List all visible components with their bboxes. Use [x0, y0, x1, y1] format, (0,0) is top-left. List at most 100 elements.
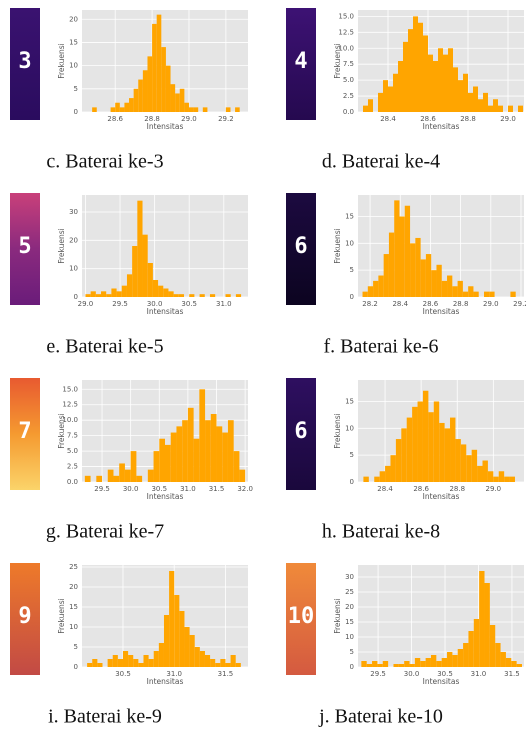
histogram-bar — [115, 102, 120, 112]
histogram-bar — [433, 401, 440, 482]
histogram-bar — [484, 583, 490, 667]
x-tick-label: 32.0 — [237, 485, 253, 493]
y-tick-label: 15 — [345, 397, 354, 405]
histogram-bar — [415, 237, 421, 297]
y-tick-label: 15.0 — [62, 385, 78, 393]
histogram-bar — [189, 294, 195, 297]
histogram-bar — [204, 655, 211, 667]
histogram-bar — [85, 294, 91, 297]
histogram-bar — [188, 107, 194, 112]
histogram-bar — [423, 35, 428, 112]
histogram-bar — [394, 200, 400, 297]
histogram-bar — [159, 438, 165, 482]
y-tick-label: 0 — [74, 293, 78, 301]
histogram-bar — [184, 102, 189, 112]
histogram-bar — [420, 661, 426, 667]
histogram-bar — [215, 663, 221, 667]
histogram-bar — [418, 22, 423, 112]
histogram-bar — [187, 407, 194, 482]
histogram-bar — [489, 625, 496, 667]
histogram-bar — [179, 88, 185, 112]
x-axis-label: Intensitas — [423, 307, 460, 316]
histogram-bar — [510, 291, 516, 297]
histogram-bar — [220, 659, 226, 667]
histogram-bar — [518, 105, 523, 112]
histogram-bar — [113, 475, 120, 482]
histogram-bar — [121, 285, 127, 297]
histogram-bar — [493, 476, 499, 482]
histogram-bar — [484, 291, 490, 297]
histogram-bar — [428, 54, 433, 112]
histogram-bar — [129, 98, 134, 112]
x-tick-label: 30.0 — [404, 670, 420, 678]
caption: c. Baterai ke-3 — [46, 151, 163, 173]
histogram-bar — [119, 107, 125, 112]
y-tick-label: 5 — [74, 643, 78, 651]
x-axis-label: Intensitas — [147, 677, 184, 686]
histogram-bar — [202, 107, 208, 112]
image-label: 10 — [288, 604, 315, 629]
thermal-image — [10, 378, 40, 490]
y-tick-label: 25 — [345, 588, 354, 596]
histogram-bar — [433, 61, 438, 112]
histogram-bar — [117, 659, 123, 667]
histogram-bar — [230, 655, 236, 667]
histogram-bar — [458, 80, 463, 112]
y-tick-label: 7.5 — [67, 432, 78, 440]
histogram-bar — [235, 294, 242, 297]
histogram-bar — [498, 471, 505, 482]
histogram-bar — [142, 70, 148, 112]
histogram-bar — [383, 80, 388, 112]
histogram-bar — [473, 619, 480, 667]
histogram-bar — [488, 105, 493, 112]
histogram-bar — [487, 471, 494, 482]
y-tick-label: 0 — [74, 108, 78, 116]
y-axis-label: Frekuensi — [57, 413, 66, 449]
histogram-bar — [132, 246, 138, 297]
histogram-bar — [143, 655, 149, 667]
histogram-bar — [483, 92, 488, 112]
histogram-bar — [508, 105, 513, 112]
caption: i. Baterai ke-9 — [48, 706, 162, 728]
histogram-bar — [112, 655, 118, 667]
y-tick-label: 20 — [345, 603, 354, 611]
histogram-bar — [205, 420, 211, 482]
histogram-bar — [479, 571, 485, 667]
x-tick-label: 29.5 — [112, 300, 128, 308]
y-tick-label: 5 — [350, 648, 354, 656]
y-tick-label: 2.5 — [67, 463, 78, 471]
histogram-bar — [133, 88, 139, 112]
histogram-bar — [173, 294, 179, 297]
histogram-bar — [199, 389, 206, 482]
histogram-bar — [101, 291, 107, 297]
caption: e. Baterai ke-5 — [46, 336, 163, 358]
histogram-bar — [368, 99, 373, 112]
histogram-bar — [193, 107, 199, 112]
histogram-bar — [95, 294, 102, 297]
histogram-bar — [225, 663, 231, 667]
histogram-bar — [452, 655, 458, 667]
histogram-bar — [438, 48, 443, 112]
x-tick-label: 29.0 — [483, 300, 499, 308]
histogram-bar — [448, 48, 453, 112]
histogram-bar — [441, 658, 448, 667]
x-tick-label: 31.0 — [166, 670, 182, 678]
y-tick-label: 10 — [69, 265, 78, 273]
x-tick-label: 30.5 — [437, 670, 453, 678]
histogram-bar — [399, 216, 405, 297]
histogram-bar — [209, 294, 216, 297]
thermal-image — [10, 8, 40, 120]
x-tick-label: 30.5 — [151, 485, 167, 493]
y-axis-label: Frekuensi — [333, 413, 342, 449]
image-label: 3 — [18, 49, 31, 74]
histogram-bar — [184, 627, 190, 667]
histogram-bar — [84, 475, 91, 482]
histogram-bar — [408, 29, 413, 112]
histogram-bar — [385, 465, 391, 482]
y-tick-label: 2.5 — [343, 92, 354, 100]
histogram-bar — [189, 635, 195, 667]
histogram-bar — [147, 469, 154, 482]
histogram-bar — [90, 291, 96, 297]
y-tick-label: 25 — [69, 563, 78, 571]
y-axis-label: Frekuensi — [57, 598, 66, 634]
